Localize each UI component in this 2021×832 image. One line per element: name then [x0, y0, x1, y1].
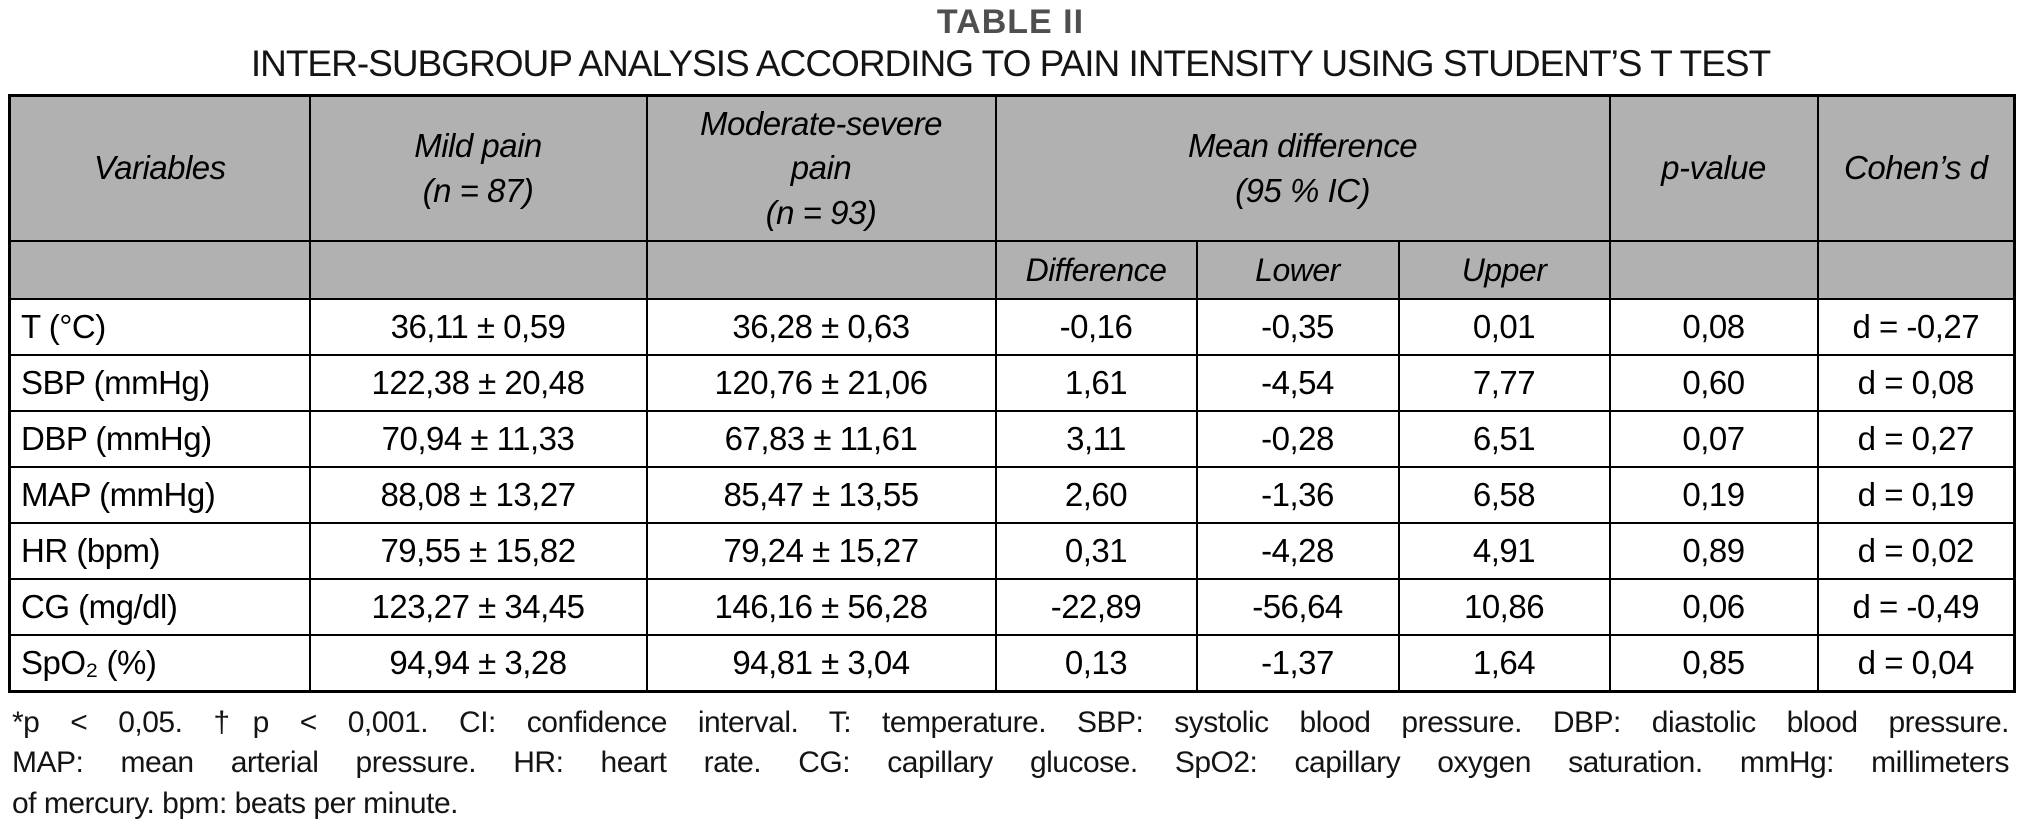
cell-difference: 1,61 — [994, 354, 1198, 413]
cell-variable: CG (mg/dl) — [8, 578, 311, 637]
cell-lower: -1,37 — [1195, 634, 1400, 693]
table-subtitle: INTER-SUBGROUP ANALYSIS ACCORDING TO PAI… — [250, 43, 1771, 85]
cell-upper: 0,01 — [1397, 298, 1611, 357]
col-header-variables: Variables — [8, 94, 311, 243]
table-row: SBP (mmHg) 122,38 ± 20,48 120,76 ± 21,06… — [8, 354, 2016, 413]
col-header-cohens-d: Cohen’s d — [1816, 94, 2016, 243]
subheader-empty-moderate — [645, 240, 997, 301]
col-header-moderate-severe-pain: Moderate-severe pain (n = 93) — [645, 94, 997, 243]
cell-cohens-d: d = 0,19 — [1816, 466, 2016, 525]
col-header-p-value: p-value — [1608, 94, 1819, 243]
cell-mild-pain: 70,94 ± 11,33 — [308, 410, 648, 469]
cell-cohens-d: d = -0,27 — [1816, 298, 2016, 357]
inter-subgroup-analysis-table: Variables Mild pain (n = 87) Moderate-se… — [8, 93, 2017, 693]
cell-lower: -1,36 — [1195, 466, 1400, 525]
table-number-title: TABLE II — [936, 3, 1085, 41]
cell-lower: -0,35 — [1195, 298, 1400, 357]
cell-cohens-d: d = 0,08 — [1816, 354, 2016, 413]
cell-moderate-severe-pain: 94,81 ± 3,04 — [645, 634, 997, 693]
cell-moderate-severe-pain: 146,16 ± 56,28 — [645, 578, 997, 637]
cell-mild-pain: 123,27 ± 34,45 — [308, 578, 648, 637]
cell-p-value: 0,07 — [1608, 410, 1819, 469]
cell-upper: 4,91 — [1397, 522, 1611, 581]
footnote-line: MAP: mean arterial pressure. HR: heart r… — [12, 746, 2010, 780]
cell-difference: 3,11 — [994, 410, 1198, 469]
table-row: CG (mg/dl) 123,27 ± 34,45 146,16 ± 56,28… — [8, 578, 2016, 637]
table-row: T (°C) 36,11 ± 0,59 36,28 ± 0,63 -0,16 -… — [8, 298, 2016, 357]
footnote-line: *p < 0,05. †p < 0,001. CI: confidence in… — [12, 705, 2010, 739]
cell-p-value: 0,19 — [1608, 466, 1819, 525]
table-body: T (°C) 36,11 ± 0,59 36,28 ± 0,63 -0,16 -… — [8, 298, 2016, 693]
subheader-empty-p-value — [1608, 240, 1819, 301]
cell-mild-pain: 36,11 ± 0,59 — [308, 298, 648, 357]
col-header-mild-pain: Mild pain (n = 87) — [308, 94, 648, 243]
cell-moderate-severe-pain: 79,24 ± 15,27 — [645, 522, 997, 581]
cell-difference: -0,16 — [994, 298, 1198, 357]
col-header-mean-difference: Mean difference (95 % IC) — [994, 94, 1611, 243]
cell-lower: -4,28 — [1195, 522, 1400, 581]
cell-moderate-severe-pain: 85,47 ± 13,55 — [645, 466, 997, 525]
cell-variable: T (°C) — [8, 298, 311, 357]
cell-difference: 0,13 — [994, 634, 1198, 693]
cell-mild-pain: 88,08 ± 13,27 — [308, 466, 648, 525]
cell-variable: DBP (mmHg) — [8, 410, 311, 469]
cell-lower: -56,64 — [1195, 578, 1400, 637]
cell-p-value: 0,08 — [1608, 298, 1819, 357]
subheader-difference: Difference — [994, 240, 1198, 301]
cell-cohens-d: d = 0,02 — [1816, 522, 2016, 581]
cell-mild-pain: 79,55 ± 15,82 — [308, 522, 648, 581]
table-row: SpO₂ (%) 94,94 ± 3,28 94,81 ± 3,04 0,13 … — [8, 634, 2016, 693]
cell-p-value: 0,06 — [1608, 578, 1819, 637]
cell-difference: 0,31 — [994, 522, 1198, 581]
cell-upper: 6,58 — [1397, 466, 1611, 525]
cell-difference: -22,89 — [994, 578, 1198, 637]
cell-mild-pain: 94,94 ± 3,28 — [308, 634, 648, 693]
cell-variable: MAP (mmHg) — [8, 466, 311, 525]
cell-mild-pain: 122,38 ± 20,48 — [308, 354, 648, 413]
cell-lower: -0,28 — [1195, 410, 1400, 469]
cell-moderate-severe-pain: 120,76 ± 21,06 — [645, 354, 997, 413]
subheader-empty-variables — [8, 240, 311, 301]
cell-upper: 10,86 — [1397, 578, 1611, 637]
cell-p-value: 0,89 — [1608, 522, 1819, 581]
header-row-sub: Difference Lower Upper — [8, 240, 2016, 301]
cell-p-value: 0,85 — [1608, 634, 1819, 693]
cell-variable: SBP (mmHg) — [8, 354, 311, 413]
subheader-empty-cohens-d — [1816, 240, 2016, 301]
cell-variable: HR (bpm) — [8, 522, 311, 581]
table-row: HR (bpm) 79,55 ± 15,82 79,24 ± 15,27 0,3… — [8, 522, 2016, 581]
cell-cohens-d: d = -0,49 — [1816, 578, 2016, 637]
table-footnote: *p < 0,05. †p < 0,001. CI: confidence in… — [12, 703, 2010, 825]
cell-p-value: 0,60 — [1608, 354, 1819, 413]
table-row: DBP (mmHg) 70,94 ± 11,33 67,83 ± 11,61 3… — [8, 410, 2016, 469]
subheader-lower: Lower — [1195, 240, 1400, 301]
cell-upper: 6,51 — [1397, 410, 1611, 469]
cell-cohens-d: d = 0,27 — [1816, 410, 2016, 469]
cell-upper: 7,77 — [1397, 354, 1611, 413]
cell-difference: 2,60 — [994, 466, 1198, 525]
subheader-upper: Upper — [1397, 240, 1611, 301]
cell-cohens-d: d = 0,04 — [1816, 634, 2016, 693]
footnote-line: of mercury. bpm: beats per minute. — [12, 786, 458, 820]
cell-moderate-severe-pain: 36,28 ± 0,63 — [645, 298, 997, 357]
cell-upper: 1,64 — [1397, 634, 1611, 693]
cell-variable: SpO₂ (%) — [8, 634, 311, 693]
header-row-main: Variables Mild pain (n = 87) Moderate-se… — [8, 94, 2016, 243]
subheader-empty-mild — [308, 240, 648, 301]
cell-lower: -4,54 — [1195, 354, 1400, 413]
cell-moderate-severe-pain: 67,83 ± 11,61 — [645, 410, 997, 469]
table-row: MAP (mmHg) 88,08 ± 13,27 85,47 ± 13,55 2… — [8, 466, 2016, 525]
